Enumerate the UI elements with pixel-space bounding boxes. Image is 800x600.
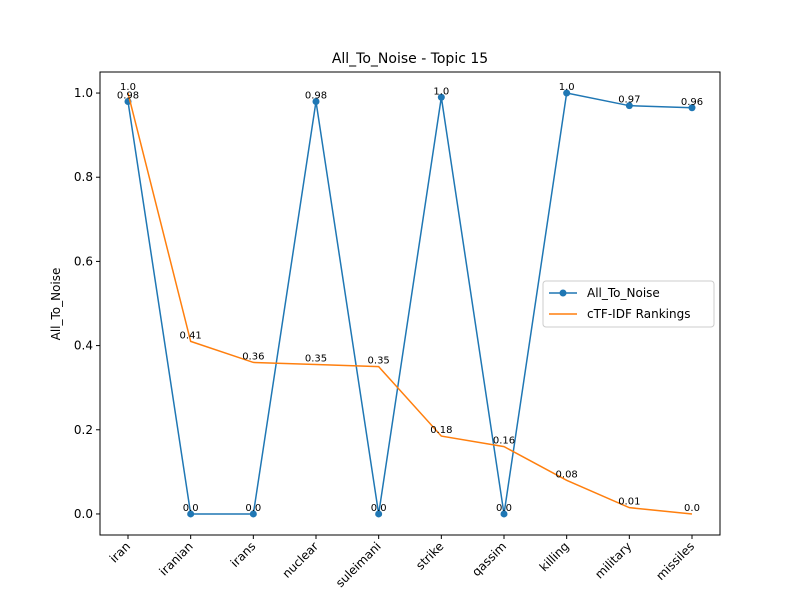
legend-label: cTF-IDF Rankings <box>587 307 690 321</box>
data-label: 0.98 <box>117 90 139 101</box>
x-tick-label: iran <box>107 539 133 565</box>
data-label: 0.01 <box>618 497 640 508</box>
x-tick-label: irans <box>228 539 259 570</box>
x-axis-ticks: iran iranian irans nuclear suleimani strike qa… <box>107 535 697 590</box>
x-tick-label: killing <box>537 539 572 574</box>
y-tick-label: 1.0 <box>74 86 93 100</box>
y-axis-ticks: 0.0 0.2 0.4 0.6 0.8 1.0 <box>74 86 100 521</box>
y-tick-label: 0.6 <box>74 254 93 268</box>
data-label: 0.0 <box>245 503 261 514</box>
data-point <box>500 510 508 518</box>
series-line-all-to-noise <box>127 92 693 515</box>
data-labels: 0.98 0.0 0.0 0.98 0.0 1.0 0.0 1.0 0.97 0.96 1.0 0.4… <box>117 82 703 514</box>
x-tick-label: qassim <box>469 539 509 579</box>
data-label: 1.0 <box>120 82 136 93</box>
data-label: 0.35 <box>305 354 327 365</box>
data-label: 0.0 <box>183 503 199 514</box>
data-label: 0.16 <box>493 436 515 447</box>
x-tick-label: suleimani <box>333 539 384 590</box>
data-label: 0.0 <box>496 503 512 514</box>
data-point <box>437 93 445 101</box>
plot-area-frame <box>99 71 721 536</box>
legend-label: All_To_Noise <box>587 286 660 300</box>
y-tick-label: 0.4 <box>74 339 93 353</box>
data-point <box>563 89 571 97</box>
data-point <box>625 102 633 110</box>
data-label: 0.0 <box>371 503 387 514</box>
legend-marker <box>559 289 567 297</box>
data-point <box>249 510 257 518</box>
data-label: 0.41 <box>180 330 202 341</box>
data-label: 0.96 <box>681 97 703 108</box>
data-label: 0.18 <box>430 425 452 436</box>
data-label: 0.36 <box>242 351 264 362</box>
x-tick-label: iranian <box>157 539 196 578</box>
y-tick-label: 0.2 <box>74 423 93 437</box>
y-tick-label: 0.0 <box>74 507 93 521</box>
series-line-ctf-idf-rankings <box>127 92 693 515</box>
data-point <box>312 97 320 105</box>
data-label: 0.08 <box>556 469 578 480</box>
legend-box <box>542 280 715 328</box>
legend: All_To_Noise cTF-IDF Rankings <box>542 280 715 328</box>
y-tick-label: 0.8 <box>74 170 93 184</box>
x-tick-label: strike <box>413 539 446 572</box>
data-label: 0.98 <box>305 90 327 101</box>
x-tick-label: missiles <box>653 539 697 583</box>
data-label: 0.97 <box>618 95 640 106</box>
x-tick-label: military <box>592 539 634 581</box>
data-point <box>688 104 696 112</box>
data-label: 1.0 <box>433 86 449 97</box>
x-tick-label: nuclear <box>280 539 322 581</box>
data-point <box>375 510 383 518</box>
chart-title: All_To_Noise - Topic 15 <box>332 51 488 67</box>
data-label: 0.0 <box>684 503 700 514</box>
data-label: 1.0 <box>559 82 575 93</box>
series-layer <box>124 89 696 518</box>
data-point <box>187 510 195 518</box>
data-label: 0.35 <box>368 356 390 367</box>
y-axis-label: All_To_Noise <box>49 268 63 341</box>
